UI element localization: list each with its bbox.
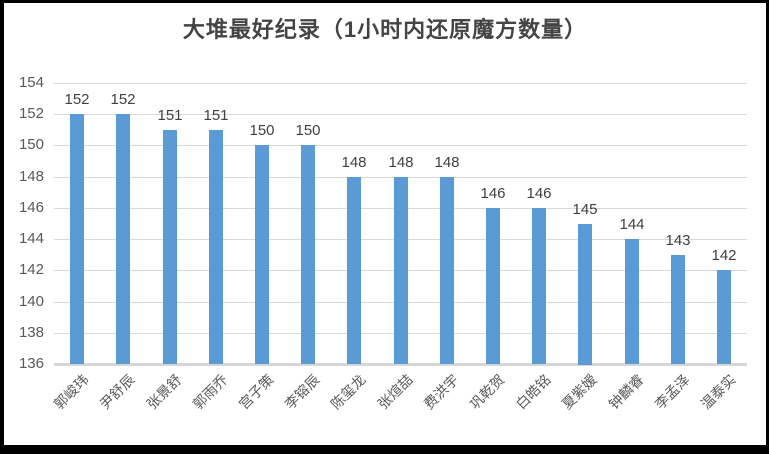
bar-value-label: 144	[619, 216, 645, 233]
bar	[717, 270, 731, 364]
y-axis-tick-label: 154	[18, 74, 44, 91]
y-axis-tick-label: 142	[18, 261, 44, 278]
y-axis-tick-label: 144	[18, 230, 44, 247]
y-axis-tick-label: 136	[18, 355, 44, 372]
bar	[70, 114, 84, 364]
bar	[255, 145, 269, 364]
bar	[578, 224, 592, 365]
y-axis-tick-label: 150	[18, 136, 44, 153]
y-axis-tick-label: 148	[18, 168, 44, 185]
chart-title: 大堆最好纪录（1小时内还原魔方数量）	[182, 17, 588, 42]
bar	[440, 177, 454, 364]
bar-value-label: 146	[480, 185, 506, 202]
bar-value-label: 142	[711, 247, 737, 264]
bar	[163, 130, 177, 364]
bar	[671, 255, 685, 364]
x-axis-line	[54, 363, 747, 366]
y-axis-tick-label: 146	[18, 199, 44, 216]
bar-value-label: 143	[665, 232, 691, 249]
bar-value-label: 145	[572, 201, 598, 218]
bar	[116, 114, 130, 364]
bar	[209, 130, 223, 364]
bar-value-label: 151	[203, 107, 229, 124]
bar	[347, 177, 361, 364]
bar	[301, 145, 315, 364]
bar-value-label: 151	[157, 107, 183, 124]
bar-value-label: 146	[526, 185, 552, 202]
bar-value-label: 148	[341, 154, 367, 171]
bar-value-label: 150	[249, 122, 275, 139]
bar-value-label: 148	[388, 154, 414, 171]
bar-value-label: 148	[434, 154, 460, 171]
y-axis-tick-label: 152	[18, 105, 44, 122]
bar-value-label: 152	[64, 91, 90, 108]
bar-value-label: 152	[110, 91, 136, 108]
bar	[625, 239, 639, 364]
y-axis-tick-label: 138	[18, 324, 44, 341]
y-axis-tick-label: 140	[18, 293, 44, 310]
bar	[532, 208, 546, 364]
bar	[486, 208, 500, 364]
bar	[394, 177, 408, 364]
gridline	[54, 145, 747, 146]
gridline	[54, 114, 747, 115]
bar-value-label: 150	[295, 122, 321, 139]
gridline	[54, 83, 747, 84]
plot-area: 154 152 150 148 146 144 142 140 138 136 152 郭峻玮 152 尹…	[4, 3, 766, 445]
